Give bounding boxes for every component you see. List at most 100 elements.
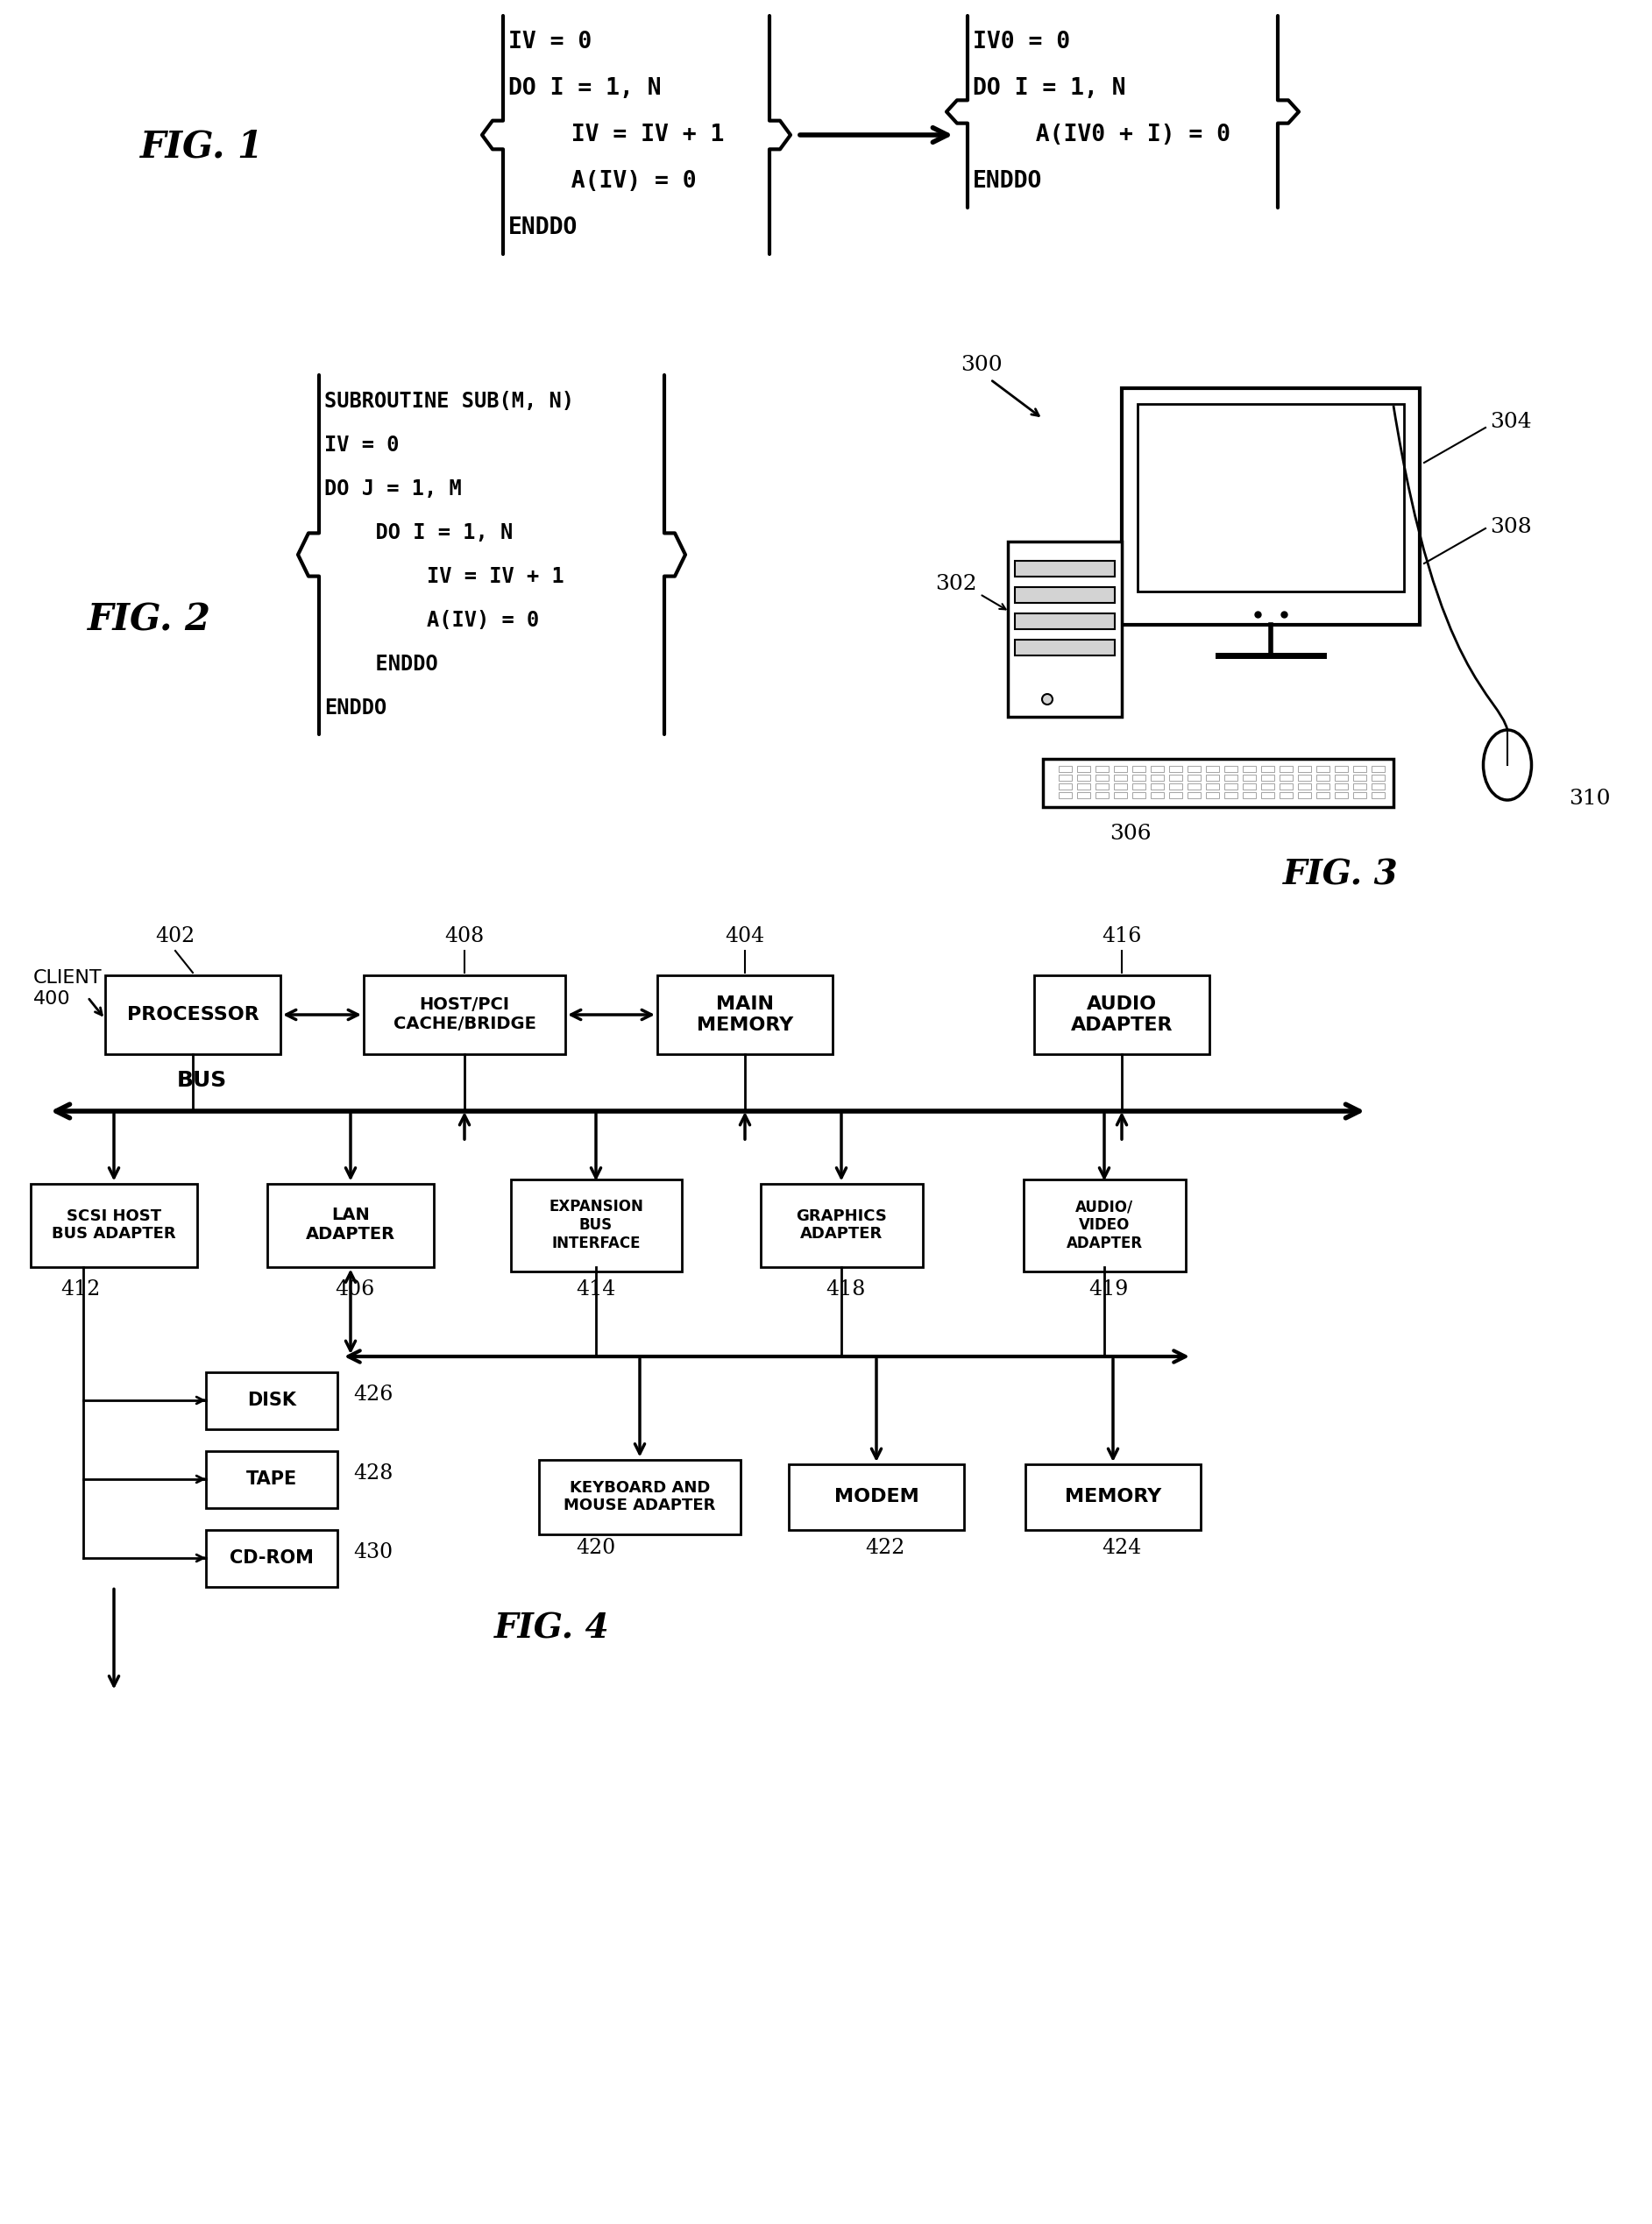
FancyBboxPatch shape <box>1095 792 1108 798</box>
Text: 302: 302 <box>935 574 978 594</box>
Text: 310: 310 <box>1569 790 1611 810</box>
Text: ENDDO: ENDDO <box>324 698 387 718</box>
Text: DO I = 1, N: DO I = 1, N <box>350 523 512 543</box>
FancyBboxPatch shape <box>1188 792 1201 798</box>
FancyBboxPatch shape <box>1206 783 1219 790</box>
FancyBboxPatch shape <box>1113 783 1127 790</box>
FancyBboxPatch shape <box>206 1530 337 1586</box>
FancyBboxPatch shape <box>1335 792 1348 798</box>
FancyBboxPatch shape <box>1188 765 1201 772</box>
Text: 304: 304 <box>1490 411 1531 431</box>
Text: MODEM: MODEM <box>834 1488 919 1506</box>
FancyBboxPatch shape <box>1026 1463 1201 1530</box>
Text: 419: 419 <box>1089 1279 1128 1299</box>
Text: DO I = 1, N: DO I = 1, N <box>509 78 661 100</box>
FancyBboxPatch shape <box>1335 783 1348 790</box>
FancyBboxPatch shape <box>1095 783 1108 790</box>
FancyBboxPatch shape <box>1317 765 1330 772</box>
Ellipse shape <box>1483 729 1531 801</box>
FancyBboxPatch shape <box>1077 792 1090 798</box>
FancyBboxPatch shape <box>1280 765 1292 772</box>
Text: FIG. 1: FIG. 1 <box>140 129 263 165</box>
Text: 300: 300 <box>961 356 1003 376</box>
FancyBboxPatch shape <box>1353 792 1366 798</box>
Text: IV = IV + 1: IV = IV + 1 <box>377 567 565 587</box>
Text: A(IV0 + I) = 0: A(IV0 + I) = 0 <box>1008 125 1231 147</box>
FancyBboxPatch shape <box>1206 792 1219 798</box>
Text: 426: 426 <box>354 1386 393 1406</box>
FancyBboxPatch shape <box>1242 783 1256 790</box>
FancyBboxPatch shape <box>363 976 565 1054</box>
FancyBboxPatch shape <box>1371 792 1384 798</box>
FancyBboxPatch shape <box>1132 774 1145 781</box>
FancyBboxPatch shape <box>1132 765 1145 772</box>
Text: ENDDO: ENDDO <box>973 169 1042 193</box>
FancyBboxPatch shape <box>1138 405 1404 592</box>
FancyBboxPatch shape <box>1298 774 1312 781</box>
FancyBboxPatch shape <box>1280 792 1292 798</box>
Text: 420: 420 <box>577 1537 616 1559</box>
FancyBboxPatch shape <box>1335 765 1348 772</box>
Text: FIG. 2: FIG. 2 <box>88 603 211 638</box>
Text: ENDDO: ENDDO <box>350 654 438 674</box>
Text: 416: 416 <box>1102 925 1142 947</box>
Text: IV = 0: IV = 0 <box>509 31 591 53</box>
Text: PROCESSOR: PROCESSOR <box>127 1005 259 1023</box>
FancyBboxPatch shape <box>1170 783 1183 790</box>
FancyBboxPatch shape <box>1151 792 1165 798</box>
FancyBboxPatch shape <box>657 976 833 1054</box>
FancyBboxPatch shape <box>510 1179 681 1272</box>
FancyBboxPatch shape <box>1317 792 1330 798</box>
FancyBboxPatch shape <box>1224 792 1237 798</box>
Text: 428: 428 <box>354 1463 393 1483</box>
FancyBboxPatch shape <box>1242 792 1256 798</box>
FancyBboxPatch shape <box>1151 783 1165 790</box>
Text: 406: 406 <box>335 1279 375 1299</box>
Text: HOST/PCI
CACHE/BRIDGE: HOST/PCI CACHE/BRIDGE <box>393 996 535 1032</box>
FancyBboxPatch shape <box>1353 774 1366 781</box>
FancyBboxPatch shape <box>1014 587 1115 603</box>
FancyBboxPatch shape <box>1095 774 1108 781</box>
Text: 412: 412 <box>61 1279 101 1299</box>
FancyBboxPatch shape <box>1113 792 1127 798</box>
FancyBboxPatch shape <box>1260 783 1274 790</box>
FancyBboxPatch shape <box>1059 774 1072 781</box>
FancyBboxPatch shape <box>1008 540 1122 716</box>
Text: 402: 402 <box>155 925 195 947</box>
Text: IV0 = 0: IV0 = 0 <box>973 31 1070 53</box>
Text: ENDDO: ENDDO <box>509 216 578 240</box>
Text: GRAPHICS
ADAPTER: GRAPHICS ADAPTER <box>796 1208 887 1241</box>
FancyBboxPatch shape <box>1077 783 1090 790</box>
Text: SUBROUTINE SUB(M, N): SUBROUTINE SUB(M, N) <box>324 391 573 411</box>
Text: DISK: DISK <box>248 1392 296 1410</box>
Text: DO J = 1, M: DO J = 1, M <box>324 478 461 500</box>
FancyBboxPatch shape <box>1059 765 1072 772</box>
Text: 424: 424 <box>1102 1537 1142 1559</box>
FancyBboxPatch shape <box>1224 774 1237 781</box>
Text: A(IV) = 0: A(IV) = 0 <box>377 609 539 632</box>
FancyBboxPatch shape <box>760 1183 922 1268</box>
Text: 308: 308 <box>1490 516 1531 538</box>
Text: IV = IV + 1: IV = IV + 1 <box>544 125 724 147</box>
FancyBboxPatch shape <box>1132 783 1145 790</box>
FancyBboxPatch shape <box>1077 765 1090 772</box>
FancyBboxPatch shape <box>1371 783 1384 790</box>
FancyBboxPatch shape <box>1034 976 1209 1054</box>
Text: DO I = 1, N: DO I = 1, N <box>973 78 1125 100</box>
Text: LAN
ADAPTER: LAN ADAPTER <box>306 1208 395 1243</box>
Text: TAPE: TAPE <box>246 1470 297 1488</box>
FancyBboxPatch shape <box>1224 765 1237 772</box>
FancyBboxPatch shape <box>1280 783 1292 790</box>
FancyBboxPatch shape <box>1014 641 1115 656</box>
Text: EXPANSION
BUS
INTERFACE: EXPANSION BUS INTERFACE <box>548 1199 643 1252</box>
FancyBboxPatch shape <box>1298 792 1312 798</box>
FancyBboxPatch shape <box>1371 765 1384 772</box>
FancyBboxPatch shape <box>1122 389 1419 625</box>
Text: AUDIO/
VIDEO
ADAPTER: AUDIO/ VIDEO ADAPTER <box>1066 1199 1143 1252</box>
Text: 404: 404 <box>725 925 765 947</box>
FancyBboxPatch shape <box>1042 758 1394 807</box>
Text: BUS: BUS <box>177 1070 226 1092</box>
FancyBboxPatch shape <box>1151 765 1165 772</box>
FancyBboxPatch shape <box>268 1183 434 1268</box>
Text: CLIENT
400: CLIENT 400 <box>33 970 102 1007</box>
